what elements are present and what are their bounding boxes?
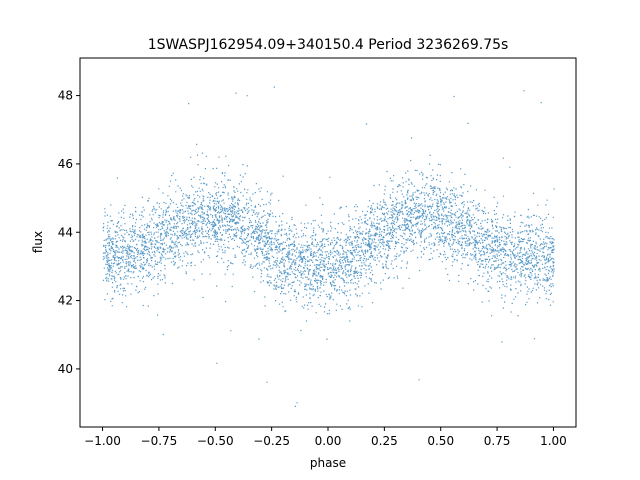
chart-title: 1SWASPJ162954.09+340150.4 Period 3236269… xyxy=(148,37,509,53)
x-axis-ticks: −1.00 −0.75 −0.50 −0.25 0.00 0.25 0.50 0.75 1.00 xyxy=(84,427,567,448)
x-axis-label: phase xyxy=(310,456,346,470)
y-tick-label: 42 xyxy=(58,294,73,308)
x-tick-label: −0.25 xyxy=(253,434,290,448)
y-tick-label: 46 xyxy=(58,157,73,171)
y-axis-label: flux xyxy=(31,231,45,253)
plot-frame xyxy=(79,57,577,428)
x-tick-label: 0.50 xyxy=(427,434,454,448)
x-tick-label: 0.75 xyxy=(484,434,511,448)
y-tick-label: 40 xyxy=(58,362,73,376)
x-tick-label: 1.00 xyxy=(540,434,567,448)
y-axis-ticks: 40 42 44 46 48 xyxy=(58,89,80,376)
y-tick-label: 48 xyxy=(58,89,73,103)
x-tick-label: 0.25 xyxy=(371,434,398,448)
x-tick-label: −1.00 xyxy=(84,434,121,448)
x-tick-label: −0.50 xyxy=(197,434,234,448)
x-tick-label: −0.75 xyxy=(141,434,178,448)
x-tick-label: 0.00 xyxy=(315,434,342,448)
y-tick-label: 44 xyxy=(58,225,73,239)
